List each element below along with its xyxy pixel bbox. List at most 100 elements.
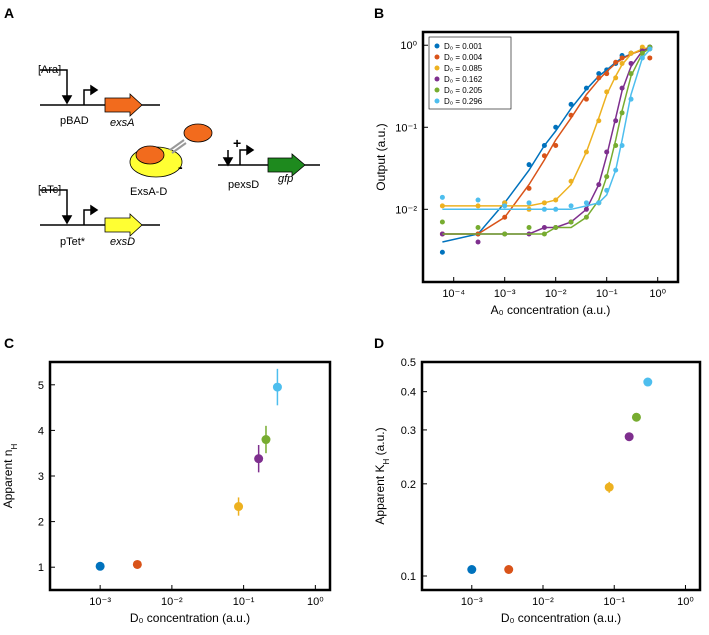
data-point [526,162,532,168]
data-point [619,142,625,148]
plot-frame [420,360,702,592]
data-point [439,231,445,237]
arrow-head [90,84,99,96]
legend-label: D₀ = 0.205 [444,86,483,95]
data-point [647,46,653,52]
data-point [502,203,508,209]
legend-label: D₀ = 0.085 [444,64,483,73]
y-axis-label: Output (a.u.) [374,123,388,190]
data-point [619,110,625,116]
data-point [596,75,602,81]
data-point [439,219,445,225]
data-point [132,559,142,569]
y-tick-label: 0.1 [401,571,416,583]
data-point [604,174,610,180]
data-point [583,214,589,220]
equilibrium-arrow [169,139,185,151]
data-point [541,225,547,231]
plot-frame [48,360,332,592]
panel-label: B [374,5,384,21]
data-point [568,178,574,184]
complex-label: ExsA-D [130,186,167,198]
data-point [628,96,634,102]
data-point [553,197,559,203]
data-point [596,71,602,77]
data-point [604,89,610,95]
data-point [619,60,625,66]
data-point [568,219,574,225]
legend-box [428,36,512,110]
data-point [604,187,610,193]
data-point [541,153,547,159]
data-point [568,112,574,118]
arrow-head [246,144,255,156]
y-tick-label: 0.2 [401,479,416,491]
data-point [647,55,653,61]
data-point [254,454,264,464]
y-axis-label-text: (a.u.) [373,427,387,458]
data-point [475,225,481,231]
data-point [95,561,105,571]
diagram [40,69,320,237]
data-point [596,200,602,206]
data-point [526,225,532,231]
inducer-label: [Ara] [38,64,61,76]
gene-label: exsA [110,117,134,129]
data-point [553,206,559,212]
data-point [439,194,445,200]
data-point [439,249,445,255]
exsA-protein [135,145,165,165]
data-point [475,203,481,209]
gene-label: exsD [110,236,135,248]
data-point [613,142,619,148]
y-tick-label: 0.5 [401,357,416,369]
data-point [568,101,574,107]
data-point [583,149,589,155]
inducer-arrow [40,69,68,100]
data-point [502,214,508,220]
data-point [604,482,614,492]
data-point [553,142,559,148]
data-point [504,565,514,575]
data-point [272,382,282,392]
panel-label: D [374,335,384,351]
x-axis-label: D₀ concentration (a.u.) [501,611,621,625]
x-tick-label: 10⁻² [161,596,183,608]
promoter-arrow [83,89,92,105]
legend-marker [434,76,440,82]
legend-marker [434,43,440,49]
arrow-head [61,95,73,105]
legend-marker [434,65,440,71]
arrow-head [90,204,99,216]
gene-exsD [104,213,143,237]
x-axis-label: A₀ concentration (a.u.) [491,303,611,317]
x-tick-label: 10⁻³ [461,596,483,608]
data-point [613,75,619,81]
legend-label: D₀ = 0.001 [444,42,483,51]
y-tick-label: 2 [38,517,44,529]
data-point [541,142,547,148]
y-axis-label-sub: H [382,459,391,465]
x-tick-label: 10⁻³ [494,288,516,300]
promoter-arrow [239,149,248,165]
data-point [639,44,645,50]
y-axis-label-text: Apparent K [373,465,387,525]
data-point [541,200,547,206]
y-tick-label: 1 [38,562,44,574]
x-tick-label: 10⁰ [307,596,324,608]
x-tick-label: 10⁻¹ [596,288,618,300]
y-tick-label: 0.4 [401,387,416,399]
legend-marker [434,98,440,104]
data-point [568,203,574,209]
x-tick-label: 10⁻⁴ [442,288,465,300]
data-point [631,412,641,422]
y-axis-label: Apparent nH [1,444,19,509]
data-point [613,167,619,173]
inducer-label: [aTc] [38,184,61,196]
activation-sign: + [233,135,241,151]
x-tick-label: 10⁻¹ [603,596,625,608]
data-point [628,60,634,66]
arrow-head [222,157,234,167]
data-point [234,502,244,512]
